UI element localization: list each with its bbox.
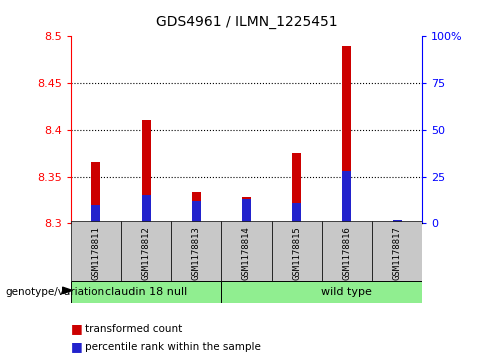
Bar [192,201,201,223]
Bar [91,205,101,223]
Bar [372,221,422,281]
Text: GSM1178814: GSM1178814 [242,226,251,280]
Bar [292,153,301,223]
Text: ■: ■ [71,322,82,335]
Text: wild type: wild type [322,287,372,297]
Polygon shape [62,287,72,294]
Text: GSM1178811: GSM1178811 [91,226,101,280]
Bar [342,171,351,223]
Bar [271,221,322,281]
Bar [71,281,222,303]
Bar [222,221,271,281]
Text: transformed count: transformed count [85,323,183,334]
Bar [242,197,251,223]
Text: GSM1178813: GSM1178813 [192,226,201,280]
Text: GSM1178816: GSM1178816 [342,226,351,280]
Bar [71,221,121,281]
Text: GDS4961 / ILMN_1225451: GDS4961 / ILMN_1225451 [156,15,337,29]
Bar [342,46,351,223]
Bar [142,121,151,223]
Bar [91,163,101,223]
Text: claudin 18 null: claudin 18 null [105,287,187,297]
Bar [142,195,151,223]
Text: GSM1178817: GSM1178817 [392,226,402,280]
Text: percentile rank within the sample: percentile rank within the sample [85,342,261,352]
Bar [292,203,301,223]
Bar [171,221,222,281]
Text: GSM1178812: GSM1178812 [142,226,151,280]
Text: genotype/variation: genotype/variation [5,287,104,297]
Bar [242,199,251,223]
Text: ■: ■ [71,340,82,353]
Text: GSM1178815: GSM1178815 [292,226,301,280]
Bar [192,192,201,223]
Bar [121,221,171,281]
Bar [222,281,422,303]
Bar [392,220,402,223]
Bar [322,221,372,281]
